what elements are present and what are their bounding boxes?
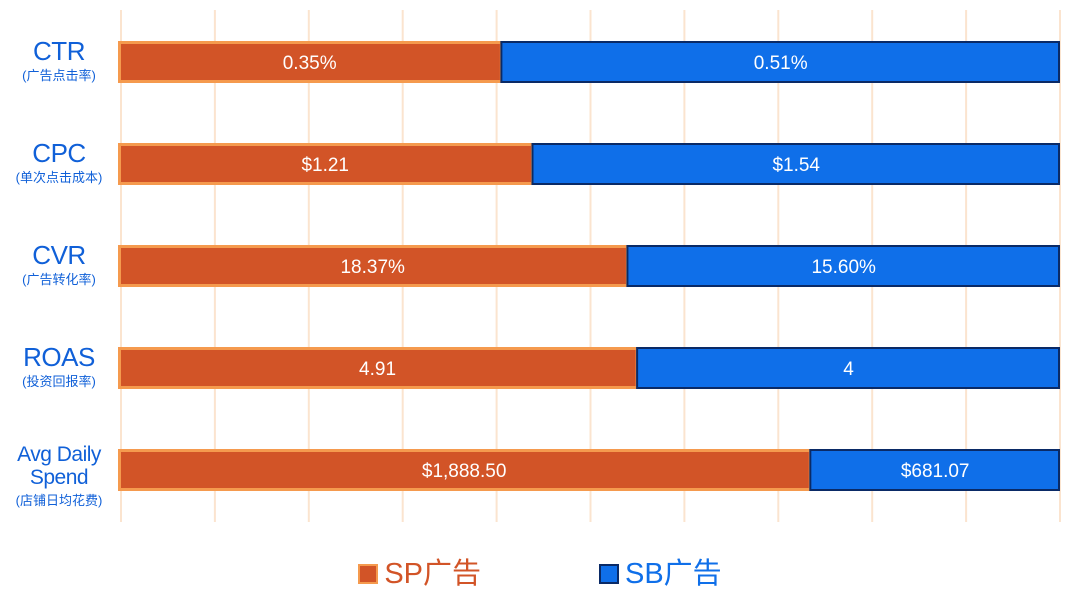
legend-label-sp: SP广告 (384, 558, 481, 590)
category-subtitle: (广告转化率) (22, 272, 96, 287)
bar-sb-2 (626, 245, 1061, 287)
legend-swatch-sp (358, 564, 379, 584)
value-label-sb-1: $1.54 (772, 155, 820, 176)
value-labels: 0.35% 0.51% $1.21 $1.54 18.37% 15.60% 4.91 4 $1,… (283, 53, 970, 482)
bar-sp-4 (118, 449, 812, 491)
value-label-sb-4: $681.07 (901, 461, 970, 482)
bar-sp-0 (118, 41, 503, 83)
value-label-sp-1: $1.21 (301, 155, 349, 176)
category-name: CTR (33, 36, 85, 66)
legend-swatch-sb (599, 564, 619, 584)
bar-sb-3 (636, 347, 1060, 389)
bar-sp-3 (118, 347, 639, 389)
category-name: ROAS (23, 342, 95, 372)
chart-plot: 0.35% 0.51% $1.21 $1.54 18.37% 15.60% 4.91 4 $1,… (118, 10, 1061, 522)
category-name: CPC (32, 138, 86, 168)
category-label-0: CTR (广告点击率) (0, 38, 118, 84)
value-label-sb-2: 15.60% (811, 257, 876, 278)
value-label-sp-2: 18.37% (340, 257, 405, 278)
category-subtitle: (店铺日均花费) (15, 493, 103, 508)
category-subtitle: (投资回报率) (22, 374, 96, 389)
bar-sp-2 (118, 245, 629, 287)
bar-sb-1 (531, 143, 1060, 185)
category-name: CVR (32, 240, 86, 270)
value-label-sb-3: 4 (843, 359, 854, 380)
category-name: Avg Daily Spend (17, 443, 101, 489)
legend: SP广告 SB广告 (0, 556, 1080, 592)
value-label-sb-0: 0.51% (754, 53, 808, 74)
category-label-3: ROAS (投资回报率) (0, 344, 118, 390)
bar-sb-4 (809, 449, 1061, 491)
category-label-4: Avg Daily Spend (店铺日均花费) (0, 443, 118, 509)
category-subtitle: (广告点击率) (22, 68, 96, 83)
bars (118, 41, 1061, 491)
legend-label-sb: SB广告 (625, 558, 722, 590)
legend-item-sp: SP广告 (358, 556, 481, 592)
bar-sb-0 (500, 41, 1061, 83)
value-label-sp-0: 0.35% (283, 53, 337, 74)
category-label-2: CVR (广告转化率) (0, 242, 118, 288)
value-label-sp-4: $1,888.50 (422, 461, 507, 482)
value-label-sp-3: 4.91 (359, 359, 396, 380)
legend-item-sb: SB广告 (599, 556, 722, 592)
category-subtitle: (单次点击成本) (15, 170, 103, 185)
category-label-1: CPC (单次点击成本) (0, 140, 118, 186)
